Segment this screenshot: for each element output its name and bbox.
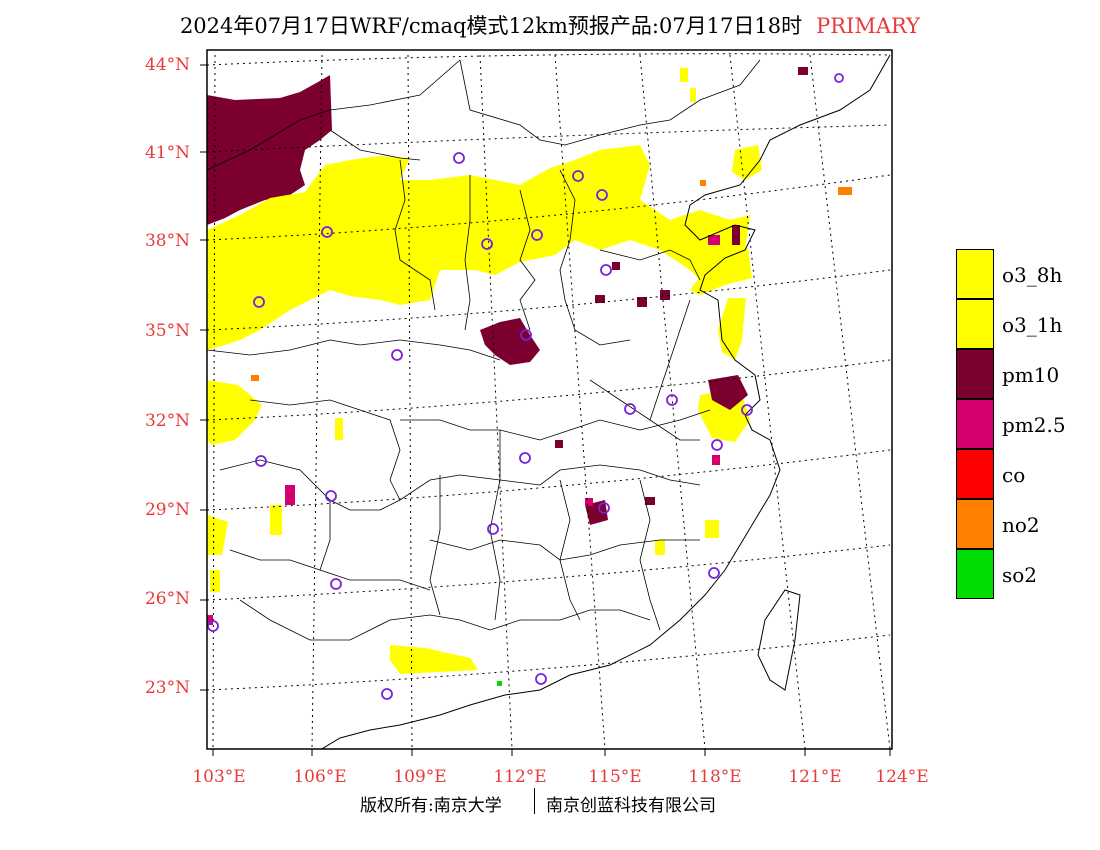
- o3-patch-2: [210, 570, 220, 592]
- o3-patch-4: [655, 540, 665, 555]
- legend-swatch: [956, 499, 994, 549]
- title-text: 2024年07月17日WRF/cmaq模式12km预报产品:07月17日18时: [179, 14, 803, 38]
- lon-label-115: 115°E: [588, 767, 642, 787]
- lon-label-109: 109°E: [393, 767, 447, 787]
- copyright-right: 南京创蓝科技有限公司: [546, 796, 716, 816]
- no2-patch-1: [838, 187, 852, 195]
- title-tag: PRIMARY: [816, 14, 921, 38]
- pm10-region-jiangxi: [585, 500, 608, 525]
- pm10-patch-7: [798, 67, 808, 75]
- legend-swatch: [956, 299, 994, 349]
- pm25-patch-3: [712, 455, 720, 465]
- legend-label: so2: [1002, 563, 1038, 587]
- lat-label-38: 38°N: [144, 231, 190, 251]
- pm25-patch-5: [207, 615, 213, 625]
- lon-label-124: 124°E: [875, 767, 929, 787]
- legend-label: o3_1h: [1002, 313, 1063, 337]
- lat-label-41: 41°N: [144, 143, 190, 163]
- lon-label-112: 112°E: [493, 767, 547, 787]
- pm10-patch-5: [612, 262, 620, 270]
- legend-label: o3_8h: [1002, 263, 1063, 287]
- no2-patch-3: [700, 180, 706, 186]
- so2-patch-1: [497, 681, 502, 686]
- map-title: 2024年07月17日WRF/cmaq模式12km预报产品:07月17日18时 P…: [0, 10, 1100, 40]
- legend-swatch: [956, 449, 994, 499]
- o3-patch-5: [705, 520, 719, 538]
- legend-swatch: [956, 249, 994, 299]
- legend-swatch: [956, 549, 994, 599]
- pm10-patch-3: [595, 295, 605, 303]
- lon-label-121: 121°E: [788, 767, 842, 787]
- no2-patch-2: [251, 375, 259, 381]
- pm10-patch-4: [555, 440, 563, 448]
- copyright-left: 版权所有:南京大学: [360, 796, 502, 816]
- pm10-patch-1: [637, 297, 647, 307]
- legend-label: no2: [1002, 513, 1040, 537]
- o3-patch-7: [690, 88, 696, 102]
- legend-label: co: [1002, 463, 1026, 487]
- lat-label-35: 35°N: [144, 321, 190, 341]
- lat-label-44: 44°N: [144, 55, 190, 75]
- pm25-patch-1: [708, 235, 720, 245]
- pm25-patch-4: [585, 498, 593, 506]
- lat-label-23: 23°N: [144, 678, 190, 698]
- lon-label-118: 118°E: [688, 767, 742, 787]
- o3-patch-6: [680, 68, 688, 82]
- coastline: [320, 54, 891, 749]
- pm10-patch-8: [732, 225, 740, 245]
- o3-region-north-band: [207, 145, 750, 350]
- footer-divider: [534, 788, 535, 814]
- o3-region-shandong: [690, 248, 752, 295]
- lat-label-29: 29°N: [144, 500, 190, 520]
- legend-swatch: [956, 399, 994, 449]
- o3-region-liaoning: [732, 145, 762, 180]
- pm10-region-jiangsu: [708, 375, 748, 410]
- o3-region-east-coast: [718, 298, 746, 360]
- lon-label-106: 106°E: [293, 767, 347, 787]
- o3-region-yunnan-west: [207, 515, 228, 555]
- lat-label-32: 32°N: [144, 411, 190, 431]
- pm25-patch-2: [285, 485, 295, 505]
- lat-label-26: 26°N: [144, 589, 190, 609]
- o3-region-guangxi: [390, 645, 478, 674]
- lon-label-103: 103°E: [192, 767, 246, 787]
- pm10-region-henan: [480, 318, 540, 365]
- pm10-patch-6: [645, 497, 655, 505]
- o3-patch-3: [335, 418, 343, 440]
- o3-region-sichuan-west: [207, 380, 262, 445]
- taiwan-outline: [757, 589, 801, 691]
- legend-label: pm10: [1002, 363, 1060, 387]
- pm10-patch-2: [660, 290, 670, 300]
- pm10-region-northwest: [207, 75, 332, 225]
- legend-swatch: [956, 349, 994, 399]
- o3-patch-1: [270, 505, 282, 535]
- legend-label: pm2.5: [1002, 413, 1066, 437]
